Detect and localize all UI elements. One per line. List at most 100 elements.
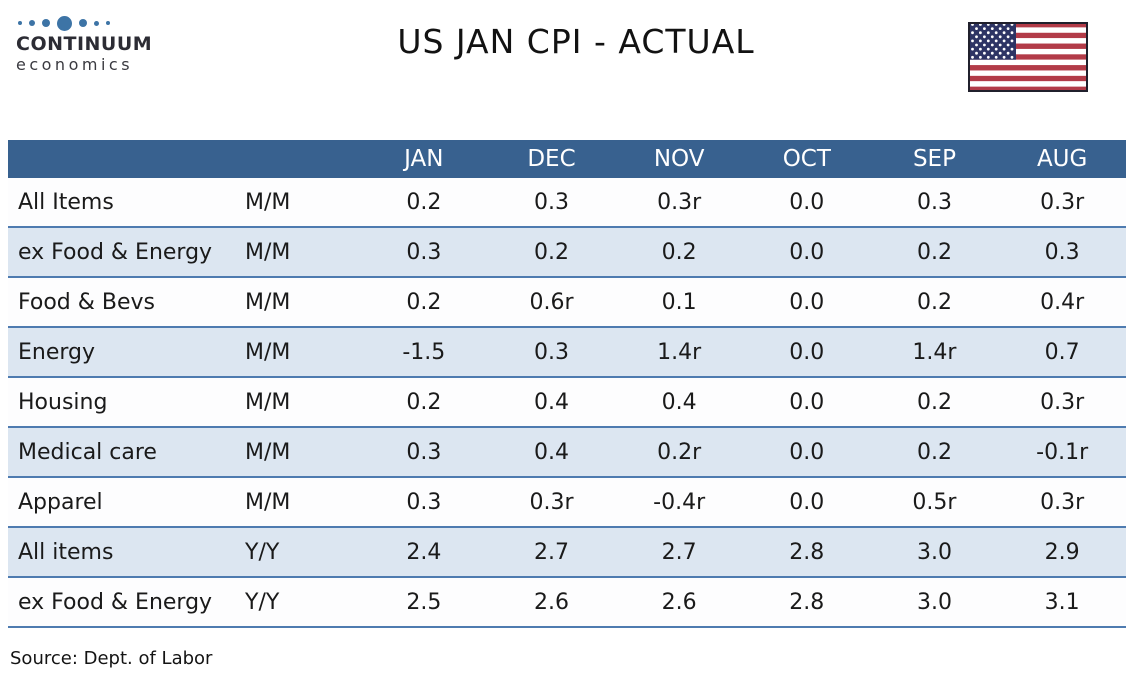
data-cell: 0.2 [870, 227, 999, 278]
table-row: ex Food & Energy M/M 0.3 0.2 0.2 0.0 0.2 0.3 [8, 227, 1126, 278]
row-basis: M/M [235, 377, 360, 428]
data-cell: 0.0 [742, 477, 871, 528]
logo-dot-icon [57, 15, 72, 31]
table-row: Medical care M/M 0.3 0.4 0.2r 0.0 0.2 -0.1r [8, 427, 1126, 478]
row-label: Food & Bevs [8, 277, 235, 328]
data-cell: 0.4 [615, 377, 743, 428]
column-header: DEC [487, 140, 616, 178]
data-cell: 0.3r [998, 477, 1126, 528]
data-cell: 0.2 [870, 427, 999, 478]
row-basis: M/M [235, 327, 360, 378]
data-cell: 0.7 [998, 327, 1126, 378]
data-cell: 0.0 [742, 178, 871, 228]
flag-stars [971, 23, 1014, 59]
data-cell: 0.2 [615, 227, 743, 278]
data-cell: 0.3 [870, 178, 999, 228]
logo-dot-icon [29, 20, 35, 26]
column-header: NOV [615, 140, 743, 178]
row-basis: M/M [235, 178, 360, 228]
row-basis: Y/Y [235, 577, 360, 628]
data-cell: 0.2 [487, 227, 616, 278]
data-cell: 0.3r [998, 377, 1126, 428]
data-cell: 3.0 [870, 577, 999, 628]
logo-dot-icon [18, 21, 22, 25]
column-header-spacer [235, 140, 360, 178]
data-cell: -0.4r [615, 477, 743, 528]
data-cell: 0.0 [742, 427, 871, 478]
row-label: Housing [8, 377, 235, 428]
table-row: Energy M/M -1.5 0.3 1.4r 0.0 1.4r 0.7 [8, 327, 1126, 378]
data-cell: 2.9 [998, 527, 1126, 578]
logo-dot-icon [94, 20, 99, 26]
data-cell: 2.6 [615, 577, 743, 628]
source-note: Source: Dept. of Labor [10, 648, 213, 669]
data-cell: 0.3r [998, 178, 1126, 228]
logo-dots-icon [18, 14, 152, 32]
data-cell: 0.3r [487, 477, 616, 528]
flag-border [968, 22, 1088, 92]
logo-tagline: economics [16, 54, 134, 74]
table-row: ex Food & Energy Y/Y 2.5 2.6 2.6 2.8 3.0 3.1 [8, 577, 1126, 628]
data-cell: 0.3r [615, 178, 743, 228]
data-cell: 0.4r [998, 277, 1126, 328]
table-row: All items Y/Y 2.4 2.7 2.7 2.8 3.0 2.9 [8, 527, 1126, 578]
page-title: US JAN CPI - ACTUAL [397, 22, 755, 61]
continuum-logo: CONTINUUM economics [16, 12, 152, 74]
table-row: All Items M/M 0.2 0.3 0.3r 0.0 0.3 0.3r [8, 178, 1126, 228]
flag-stripes [968, 22, 1088, 92]
data-cell: 0.6r [487, 277, 616, 328]
column-header: JAN [360, 140, 488, 178]
column-header-spacer [8, 140, 235, 178]
row-label: ex Food & Energy [8, 577, 235, 628]
us-flag-icon [968, 22, 1088, 92]
row-label: Medical care [8, 427, 235, 478]
data-cell: 2.8 [742, 527, 871, 578]
data-cell: 0.1 [615, 277, 743, 328]
data-cell: 0.2 [870, 277, 999, 328]
data-cell: 0.2r [615, 427, 743, 478]
data-cell: 0.3 [998, 227, 1126, 278]
data-cell: 1.4r [870, 327, 999, 378]
data-cell: 0.0 [742, 277, 871, 328]
data-cell: 0.2 [360, 178, 488, 228]
data-cell: 0.4 [487, 377, 616, 428]
cpi-table: JAN DEC NOV OCT SEP AUG All Items M/M 0.2 0.3 0.3… [8, 140, 1126, 628]
data-cell: 2.7 [487, 527, 616, 578]
row-label: Apparel [8, 477, 235, 528]
data-cell: 2.7 [615, 527, 743, 578]
logo-dot-icon [42, 19, 50, 27]
table-header-row: JAN DEC NOV OCT SEP AUG [8, 140, 1126, 178]
row-label: All Items [8, 178, 235, 228]
column-header: OCT [742, 140, 871, 178]
data-cell: 0.5r [870, 477, 999, 528]
data-cell: 0.4 [487, 427, 616, 478]
data-cell: 0.2 [360, 277, 488, 328]
row-label: ex Food & Energy [8, 227, 235, 278]
row-basis: M/M [235, 277, 360, 328]
data-cell: 0.3 [360, 227, 488, 278]
data-cell: 0.2 [870, 377, 999, 428]
row-basis: M/M [235, 427, 360, 478]
table-row: Food & Bevs M/M 0.2 0.6r 0.1 0.0 0.2 0.4r [8, 277, 1126, 328]
data-cell: 0.0 [742, 327, 871, 378]
data-cell: 0.0 [742, 227, 871, 278]
logo-dot-icon [79, 19, 87, 27]
row-basis: Y/Y [235, 527, 360, 578]
data-cell: 0.3 [487, 327, 616, 378]
data-cell: -0.1r [998, 427, 1126, 478]
row-label: All items [8, 527, 235, 578]
data-cell: 0.3 [487, 178, 616, 228]
data-cell: 2.4 [360, 527, 488, 578]
logo-name: CONTINUUM [16, 33, 153, 55]
data-cell: 2.5 [360, 577, 488, 628]
column-header: AUG [998, 140, 1126, 178]
column-header: SEP [870, 140, 999, 178]
data-cell: 2.6 [487, 577, 616, 628]
row-basis: M/M [235, 227, 360, 278]
data-cell: 0.0 [742, 377, 871, 428]
data-cell: 0.3 [360, 427, 488, 478]
data-cell: 2.8 [742, 577, 871, 628]
data-cell: 3.0 [870, 527, 999, 578]
data-cell: 0.3 [360, 477, 488, 528]
table-row: Housing M/M 0.2 0.4 0.4 0.0 0.2 0.3r [8, 377, 1126, 428]
